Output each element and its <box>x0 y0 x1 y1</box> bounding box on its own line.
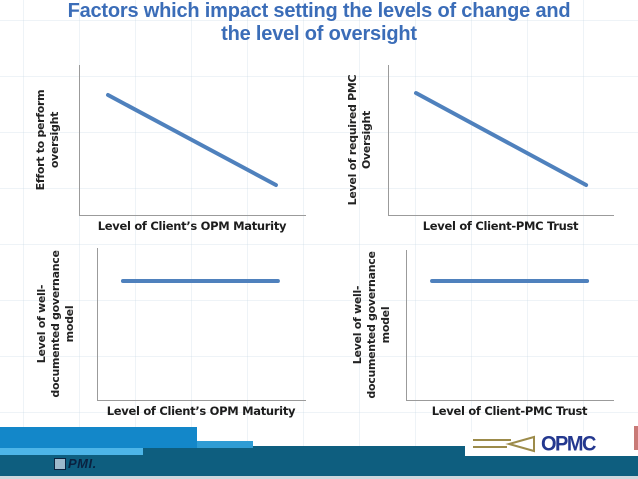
opmc-logo-text: OPMC <box>541 432 597 456</box>
x-axis-label-opm-maturity: Level of Client’s OPM Maturity <box>97 219 287 233</box>
x-axis-label-client-pmc-trust: Level of Client-PMC Trust <box>422 219 579 233</box>
pmi-logo: PMI. <box>54 456 97 471</box>
footer-bar-primary <box>0 427 197 448</box>
plot-area-top-left <box>79 65 306 216</box>
plot-area-bottom-left <box>97 248 306 401</box>
pmi-logo-icon <box>54 457 66 470</box>
footer-red-accent <box>634 426 638 450</box>
y-axis-label-pmc-oversight: Level of required PMC Oversight <box>346 74 373 206</box>
opmc-envelope-icon <box>473 435 535 453</box>
trend-chart <box>389 65 614 215</box>
x-axis-label-client-pmc-trust: Level of Client-PMC Trust <box>431 404 588 418</box>
page-title: Factors which impact setting the levels … <box>67 0 571 45</box>
trend-chart <box>407 250 614 400</box>
footer-bottom-strip <box>0 476 638 479</box>
trend-line <box>108 95 276 185</box>
y-axis-label-governance-model: Level of well- documented governance mod… <box>351 251 392 399</box>
trend-chart <box>98 248 306 400</box>
trend-line <box>416 93 586 185</box>
trend-chart <box>80 65 306 215</box>
pmi-logo-text: PMI. <box>68 456 97 471</box>
y-axis-label-effort-oversight: Effort to perform oversight <box>34 89 61 191</box>
plot-area-top-right <box>388 65 614 216</box>
x-axis-label-opm-maturity: Level of Client’s OPM Maturity <box>106 404 296 418</box>
opmc-logo: OPMC <box>465 432 638 456</box>
footer-bar-secondary <box>197 441 253 448</box>
plot-area-bottom-right <box>406 250 614 401</box>
footer-bar-sky <box>0 448 143 455</box>
y-axis-label-governance-model: Level of well- documented governance mod… <box>35 250 76 398</box>
